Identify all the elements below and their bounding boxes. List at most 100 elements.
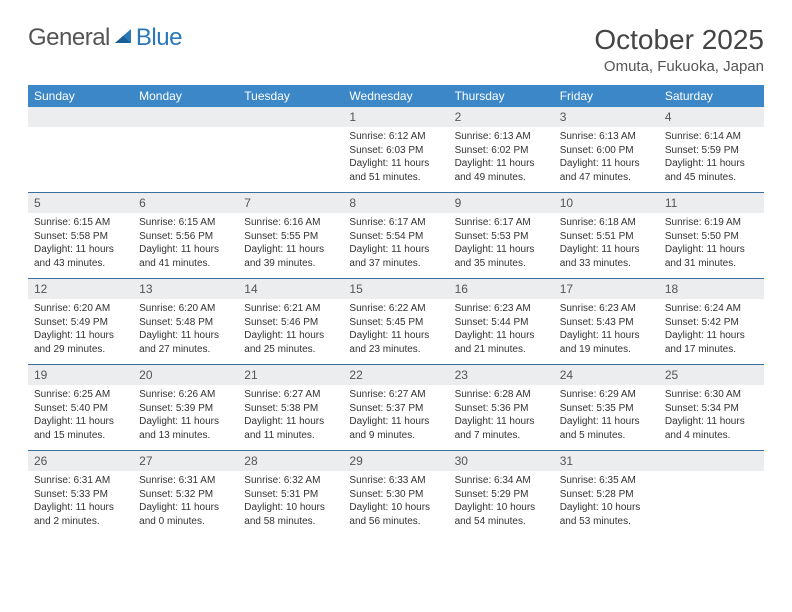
detail-line: Sunrise: 6:31 AM (139, 474, 232, 488)
day-details: Sunrise: 6:25 AMSunset: 5:40 PMDaylight:… (28, 385, 133, 451)
detail-line: Daylight: 10 hours (560, 501, 653, 515)
detail-line: Sunrise: 6:24 AM (665, 302, 758, 316)
detail-line: Sunset: 5:51 PM (560, 230, 653, 244)
detail-line: and 19 minutes. (560, 343, 653, 357)
logo-text-blue: Blue (136, 24, 182, 52)
detail-line: Sunrise: 6:15 AM (139, 216, 232, 230)
day-number: 4 (659, 107, 764, 127)
day-number: 19 (28, 365, 133, 386)
detail-line: Sunset: 5:44 PM (455, 316, 548, 330)
day-number: 26 (28, 451, 133, 472)
detail-line: Sunset: 5:59 PM (665, 144, 758, 158)
logo-text-general: General (28, 24, 110, 52)
day-number: 29 (343, 451, 448, 472)
weekday-header: Saturday (659, 85, 764, 107)
detail-line: Sunset: 5:29 PM (455, 488, 548, 502)
detail-row: Sunrise: 6:31 AM Sunset: 5:33 PM Daylight:… (28, 471, 764, 536)
detail-line: and 35 minutes. (455, 257, 548, 271)
detail-line: and 47 minutes. (560, 171, 653, 185)
detail-line: Daylight: 11 hours (349, 329, 442, 343)
detail-row: Sunrise: 6:15 AMSunset: 5:58 PMDaylight:… (28, 213, 764, 279)
day-details: Sunrise: 6:27 AMSunset: 5:37 PMDaylight:… (343, 385, 448, 451)
day-number: 25 (659, 365, 764, 386)
detail-line: Daylight: 10 hours (244, 501, 337, 515)
detail-line: Sunset: 5:32 PM (139, 488, 232, 502)
day-details: Sunrise: 6:18 AMSunset: 5:51 PMDaylight:… (554, 213, 659, 279)
detail-line: Sunset: 5:43 PM (560, 316, 653, 330)
day-details: Sunrise: 6:34 AMSunset: 5:29 PMDaylight:… (449, 471, 554, 536)
detail-line: Daylight: 11 hours (244, 329, 337, 343)
detail-line: Sunrise: 6:32 AM (244, 474, 337, 488)
day-number: 24 (554, 365, 659, 386)
day-number: 7 (238, 193, 343, 214)
day-number: 5 (28, 193, 133, 214)
day-number: 6 (133, 193, 238, 214)
detail-line: Sunrise: 6:33 AM (349, 474, 442, 488)
detail-line: Sunset: 5:34 PM (665, 402, 758, 416)
detail-line: Daylight: 11 hours (455, 243, 548, 257)
day-number: 13 (133, 279, 238, 300)
day-number (238, 107, 343, 127)
weekday-header: Thursday (449, 85, 554, 107)
day-details: Sunrise: 6:23 AMSunset: 5:44 PMDaylight:… (449, 299, 554, 365)
detail-line: and 17 minutes. (665, 343, 758, 357)
day-details: Sunrise: 6:22 AMSunset: 5:45 PMDaylight:… (343, 299, 448, 365)
detail-line: Sunrise: 6:14 AM (665, 130, 758, 144)
day-number: 18 (659, 279, 764, 300)
detail-line: Daylight: 11 hours (560, 415, 653, 429)
detail-line: and 58 minutes. (244, 515, 337, 529)
daynum-row: 262728293031 (28, 451, 764, 472)
calendar-table: Sunday Monday Tuesday Wednesday Thursday… (28, 85, 764, 536)
detail-line: Sunset: 5:48 PM (139, 316, 232, 330)
weekday-header: Sunday (28, 85, 133, 107)
header: General Blue October 2025 Omuta, Fukuoka… (28, 24, 764, 75)
day-number: 1 (343, 107, 448, 127)
day-number: 30 (449, 451, 554, 472)
detail-line: Sunset: 6:02 PM (455, 144, 548, 158)
day-number: 14 (238, 279, 343, 300)
weekday-header: Tuesday (238, 85, 343, 107)
day-number: 20 (133, 365, 238, 386)
detail-line: and 15 minutes. (34, 429, 127, 443)
detail-line: Daylight: 11 hours (34, 415, 127, 429)
detail-line: Sunrise: 6:12 AM (349, 130, 442, 144)
title-block: October 2025 Omuta, Fukuoka, Japan (594, 24, 764, 75)
calendar-body: 1234Sunrise: 6:12 AMSunset: 6:03 PMDayli… (28, 107, 764, 536)
detail-line: Sunrise: 6:27 AM (244, 388, 337, 402)
day-details: Sunrise: 6:33 AMSunset: 5:30 PMDaylight:… (343, 471, 448, 536)
detail-line: Daylight: 10 hours (455, 501, 548, 515)
detail-line: Daylight: 11 hours (244, 415, 337, 429)
detail-line: Sunrise: 6:29 AM (560, 388, 653, 402)
detail-line: and 33 minutes. (560, 257, 653, 271)
detail-line: Daylight: 11 hours (34, 243, 127, 257)
brand-logo: General Blue (28, 24, 182, 52)
detail-line: Sunset: 5:50 PM (665, 230, 758, 244)
day-number: 16 (449, 279, 554, 300)
detail-line: and 51 minutes. (349, 171, 442, 185)
weekday-header: Friday (554, 85, 659, 107)
detail-line: Sunrise: 6:21 AM (244, 302, 337, 316)
day-details: Sunrise: 6:12 AMSunset: 6:03 PMDaylight:… (343, 127, 448, 193)
detail-line: and 31 minutes. (665, 257, 758, 271)
detail-line: and 4 minutes. (665, 429, 758, 443)
detail-line: Sunset: 5:28 PM (560, 488, 653, 502)
detail-line: Sunset: 5:33 PM (34, 488, 127, 502)
detail-line: and 37 minutes. (349, 257, 442, 271)
detail-line: Daylight: 11 hours (139, 329, 232, 343)
day-details: Sunrise: 6:20 AMSunset: 5:48 PMDaylight:… (133, 299, 238, 365)
detail-line: and 11 minutes. (244, 429, 337, 443)
day-details: Sunrise: 6:19 AMSunset: 5:50 PMDaylight:… (659, 213, 764, 279)
detail-line: Sunrise: 6:15 AM (34, 216, 127, 230)
detail-line: Sunrise: 6:13 AM (560, 130, 653, 144)
day-details (238, 127, 343, 193)
detail-line: and 27 minutes. (139, 343, 232, 357)
detail-line: Sunset: 5:35 PM (560, 402, 653, 416)
day-details: Sunrise: 6:31 AMSunset: 5:33 PMDaylight:… (28, 471, 133, 536)
detail-line: Daylight: 11 hours (244, 243, 337, 257)
detail-line: Daylight: 11 hours (139, 243, 232, 257)
page-title: October 2025 (594, 24, 764, 56)
day-number: 28 (238, 451, 343, 472)
day-details: Sunrise: 6:27 AMSunset: 5:38 PMDaylight:… (238, 385, 343, 451)
detail-line: Daylight: 11 hours (455, 329, 548, 343)
day-details: Sunrise: 6:17 AMSunset: 5:54 PMDaylight:… (343, 213, 448, 279)
